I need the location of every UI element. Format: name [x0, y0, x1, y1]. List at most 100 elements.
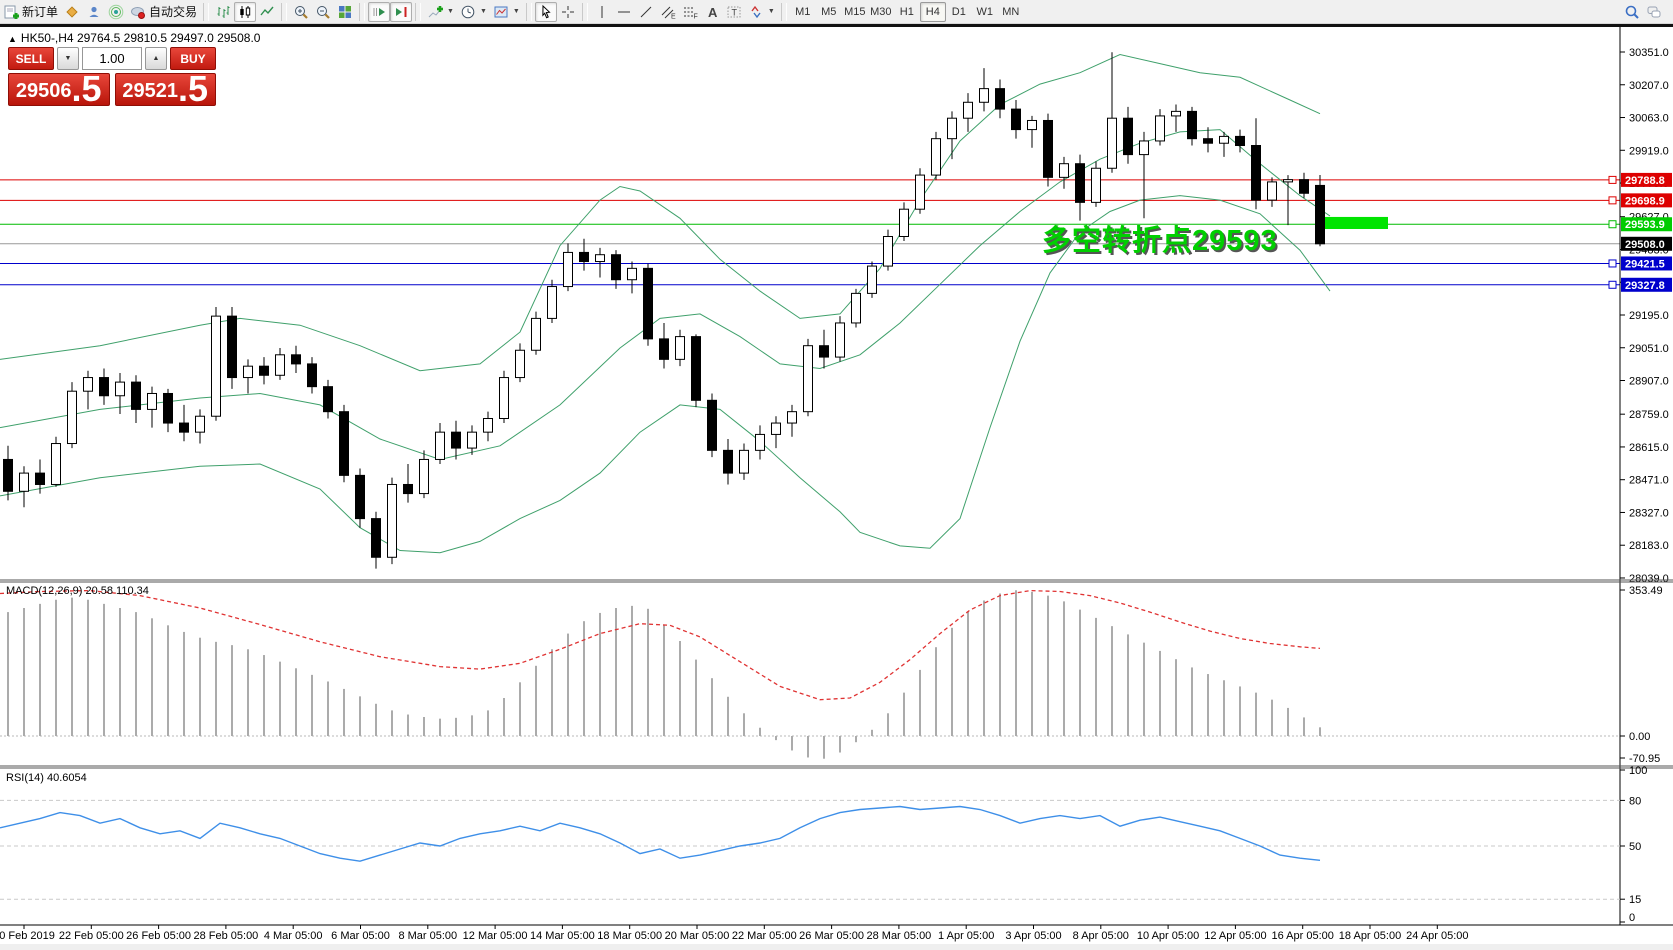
- timeframe-m5-button[interactable]: M5: [821, 5, 837, 18]
- arrows-icon: [751, 5, 761, 18]
- macd-scale-label: 353.49: [1629, 585, 1663, 597]
- volume-input[interactable]: 1.00: [82, 47, 142, 70]
- bull-candle: [915, 174, 925, 210]
- channel-button[interactable]: E: [657, 2, 679, 22]
- arrows-button[interactable]: ▼: [745, 2, 778, 22]
- rsi-label: RSI(14) 40.6054: [6, 772, 87, 784]
- dropdown-arrow-icon: ▼: [447, 8, 454, 15]
- chart-shift-button[interactable]: [390, 1, 413, 22]
- time-label: 18 Apr 05:00: [1339, 930, 1401, 942]
- bear-candle: [659, 338, 669, 360]
- bull-candle: [467, 431, 477, 449]
- data-window-button[interactable]: [83, 2, 105, 22]
- highlight-zone[interactable]: [1316, 216, 1388, 229]
- bull-candle: [563, 251, 573, 288]
- new-order-icon: [4, 5, 19, 19]
- sell-price-box[interactable]: 29506.5: [8, 71, 110, 107]
- chart-annotation-text: 多空转折点29593: [1042, 225, 1278, 257]
- volume-up-button[interactable]: ▲: [145, 47, 167, 70]
- candles-layer[interactable]: [3, 52, 1325, 569]
- signals-button[interactable]: [105, 2, 127, 22]
- timeframe-h1-button[interactable]: H1: [899, 5, 914, 18]
- chartshift-icon: [396, 6, 407, 17]
- periods-button[interactable]: ▼: [457, 2, 490, 22]
- hline-end-marker[interactable]: [1608, 196, 1617, 205]
- bull-candle: [51, 443, 61, 485]
- cursor-button[interactable]: [534, 1, 557, 22]
- price-label-29788.8: 29788.8: [1625, 175, 1665, 187]
- timeframe-m30-button[interactable]: M30: [870, 5, 892, 18]
- bear-candle: [1187, 110, 1197, 140]
- trendline-button[interactable]: [635, 2, 657, 22]
- profiles-button[interactable]: [61, 2, 83, 22]
- bear-candle: [1315, 184, 1325, 245]
- one-click-trading-panel: SELL ▼ 1.00 ▲ BUY 29506.5 29521.5: [8, 47, 216, 110]
- bar-chart-button[interactable]: [212, 2, 234, 22]
- sell-price: 29506: [15, 80, 72, 102]
- price-label-bg: [1621, 217, 1672, 232]
- bear-candle: [691, 336, 701, 401]
- indicators-icon: [428, 5, 444, 17]
- auto-scroll-button[interactable]: [368, 1, 391, 22]
- price-tick-label: 29051.0: [1629, 343, 1669, 355]
- buy-price-box[interactable]: 29521.5: [114, 68, 216, 110]
- timeframe-d1-button[interactable]: D1: [951, 5, 966, 18]
- search-icon: [1625, 5, 1639, 19]
- time-label: 26 Feb 05:00: [126, 930, 191, 942]
- bear-candle: [323, 386, 333, 413]
- zoom-out-button[interactable]: [312, 2, 334, 22]
- price-label-bg: [1621, 193, 1672, 208]
- bear-candle: [451, 431, 461, 449]
- horizontal-line-button[interactable]: [613, 2, 635, 22]
- hline-end-marker[interactable]: [1608, 220, 1617, 229]
- indicators-button[interactable]: ▼: [424, 2, 457, 22]
- hline-end-marker[interactable]: [1608, 280, 1617, 289]
- search-button[interactable]: [1621, 2, 1643, 22]
- zoom-out-icon: [317, 5, 330, 19]
- bb-upper-band: [0, 53, 1321, 372]
- new-order-button[interactable]: 新订单: [0, 2, 61, 22]
- timeframe-mn-button[interactable]: MN: [1002, 5, 1020, 18]
- time-label: 14 Mar 05:00: [530, 930, 595, 942]
- bear-candle: [179, 422, 189, 433]
- candle-chart-button[interactable]: [234, 1, 257, 22]
- hline-end-marker[interactable]: [1608, 259, 1617, 268]
- bear-candle: [707, 399, 717, 451]
- zoom-in-icon: [295, 5, 308, 19]
- timeframe-m15-button[interactable]: M15: [844, 5, 866, 18]
- zoom-in-button[interactable]: [290, 2, 312, 22]
- dropdown-arrow-icon: ▼: [767, 8, 775, 15]
- bull-candle: [803, 345, 813, 413]
- crosshair-button[interactable]: [557, 2, 579, 22]
- macd-scale-label: 0.00: [1629, 731, 1650, 743]
- bear-candle: [35, 472, 45, 485]
- bull-candle: [387, 483, 397, 558]
- signals-icon: [108, 4, 124, 19]
- autotrade-button[interactable]: 自动交易: [127, 2, 200, 22]
- tile-windows-button[interactable]: [334, 2, 356, 22]
- line-chart-button[interactable]: [256, 2, 278, 22]
- community-button[interactable]: [1643, 2, 1665, 22]
- vertical-line-button[interactable]: [591, 2, 613, 22]
- price-tick-label: 30351.0: [1629, 47, 1669, 59]
- text-button[interactable]: A: [701, 2, 723, 22]
- sell-button[interactable]: SELL: [8, 47, 54, 70]
- toolbar-separator: [525, 2, 532, 21]
- fibonacci-button[interactable]: F: [679, 2, 701, 22]
- timeframe-h4-button[interactable]: H4: [919, 1, 946, 22]
- timeframe-m1-button[interactable]: M1: [795, 5, 811, 18]
- timeframe-w1-button[interactable]: W1: [976, 5, 994, 18]
- templates-button[interactable]: ▼: [490, 2, 523, 22]
- buy-price-pips: .5: [178, 68, 209, 110]
- volume-down-button[interactable]: ▼: [57, 47, 79, 70]
- bear-candle: [99, 377, 109, 397]
- buy-button[interactable]: BUY: [170, 47, 216, 70]
- price-tick-label: 30063.0: [1629, 113, 1669, 125]
- collapse-icon[interactable]: ▲: [8, 34, 17, 44]
- dropdown-arrow-icon: ▼: [512, 8, 520, 15]
- hline-end-marker[interactable]: [1608, 175, 1617, 184]
- label-button[interactable]: T: [723, 2, 745, 22]
